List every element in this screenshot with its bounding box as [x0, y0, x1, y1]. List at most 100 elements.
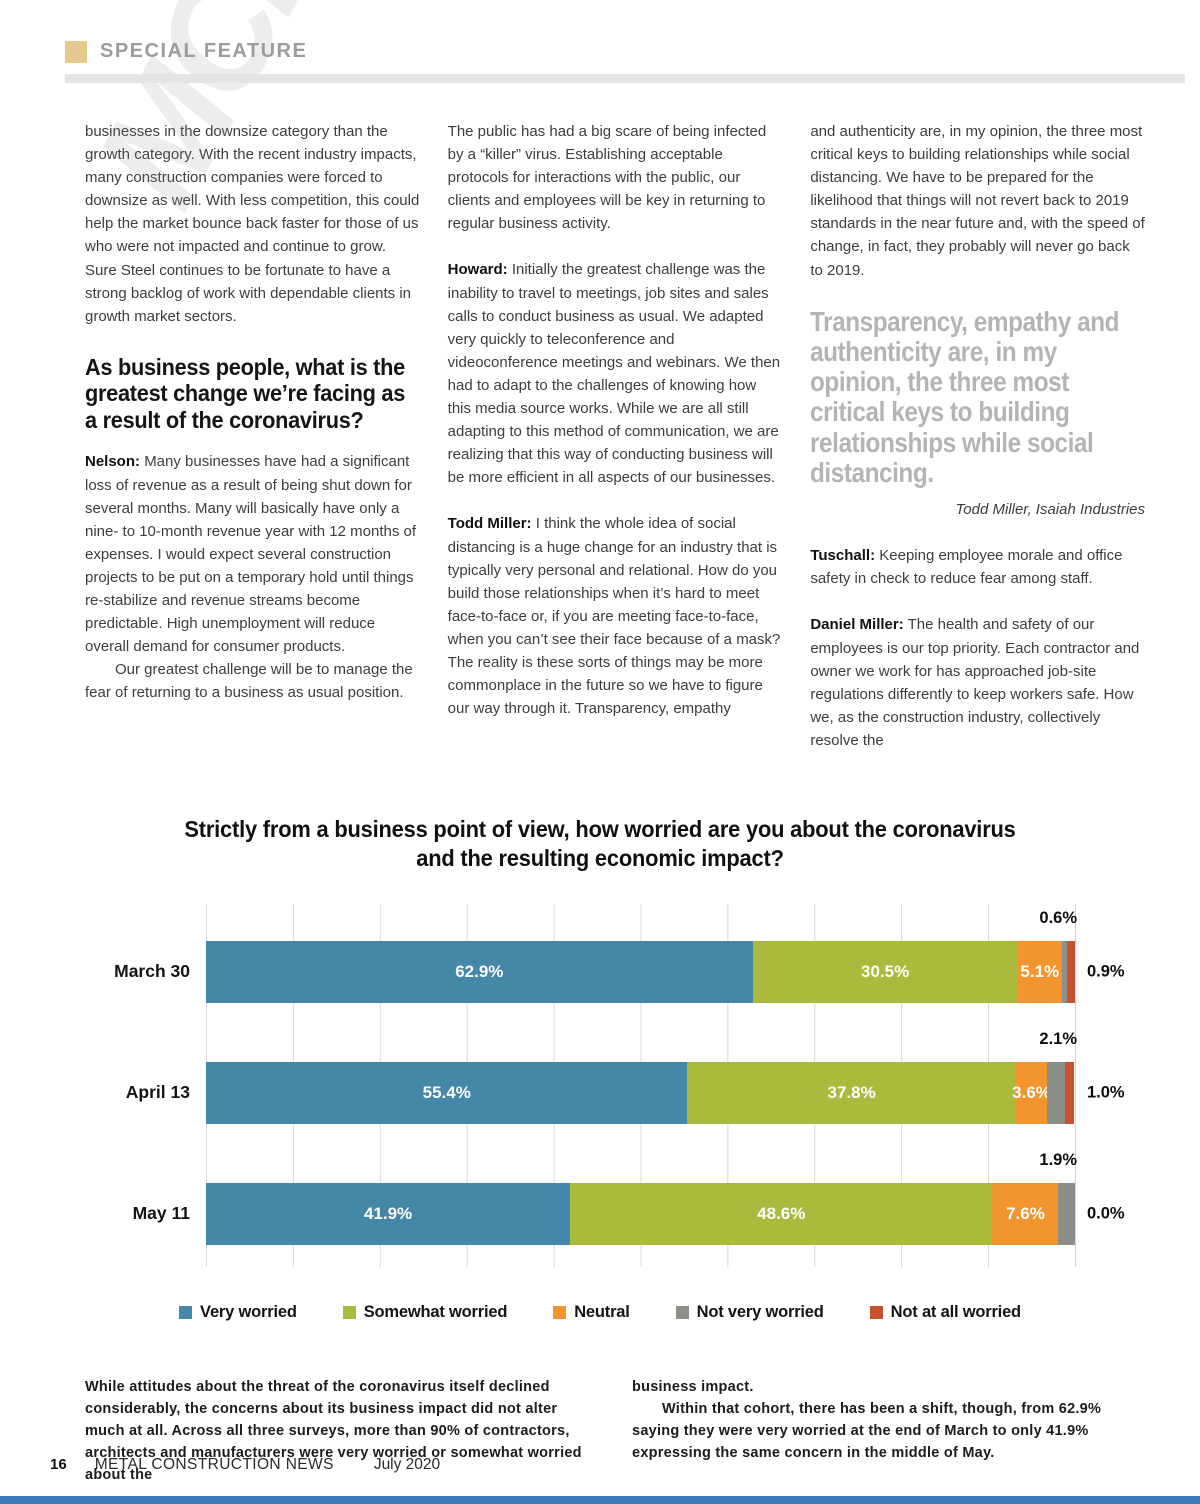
page-number: 16: [50, 1456, 67, 1473]
paragraph: Todd Miller: I think the whole idea of s…: [448, 512, 783, 720]
article-columns: businesses in the downsize category than…: [85, 120, 1145, 775]
segment-value-label-above: 2.1%: [1039, 1029, 1077, 1048]
stacked-bar: 55.4% 37.8% 3.6%: [206, 1061, 1075, 1124]
paragraph-text: Keeping employee morale and office safet…: [810, 547, 1123, 588]
segment-value-label: 41.9%: [363, 1203, 413, 1223]
article-column-3: and authenticity are, in my opinion, the…: [810, 120, 1145, 775]
paragraph: Tuschall: Keeping employee morale and of…: [810, 544, 1145, 590]
legend-label: Not at all worried: [890, 1302, 1021, 1321]
bar-segment: 55.4%: [206, 1061, 688, 1124]
section-marker-icon: [65, 40, 87, 63]
publication-name: METAL CONSTRUCTION NEWS: [94, 1456, 334, 1473]
speaker-name: Tuschall:: [810, 547, 876, 565]
stacked-bar: 41.9% 48.6% 7.6%: [206, 1182, 1075, 1245]
chart-title: Strictly from a business point of view, …: [184, 816, 1016, 872]
legend-label: Very worried: [200, 1302, 297, 1321]
paragraph: Daniel Miller: The health and safety of …: [810, 613, 1145, 752]
legend-item: Neutral: [553, 1302, 630, 1322]
caption-text: Within that cohort, there has been a shi…: [632, 1400, 1102, 1461]
segment-value-label: 48.6%: [757, 1203, 806, 1223]
bar-segment: 3.6%: [1012, 1061, 1051, 1124]
side-label-cell: 0.9%: [1076, 904, 1150, 1025]
segment-value-label-side: 1.0%: [1087, 1083, 1125, 1102]
segment-value-label-above: 1.9%: [1039, 1150, 1077, 1169]
category-label: May 11: [132, 1202, 190, 1223]
caption-text: While attitudes about the threat of the …: [85, 1378, 582, 1483]
category-label: March 30: [114, 960, 190, 981]
paragraph-text: I think the whole idea of social distanc…: [447, 515, 781, 718]
legend-item: Somewhat worried: [342, 1302, 508, 1322]
paragraph-text: The health and safety of our employees i…: [810, 616, 1140, 749]
side-label-cell: 1.0%: [1076, 1025, 1150, 1146]
section-label: SPECIAL FEATURE: [100, 40, 308, 62]
legend-swatch-icon: [675, 1305, 689, 1319]
speaker-name: Nelson:: [85, 453, 141, 471]
segment-value-label: 62.9%: [455, 961, 504, 981]
paragraph-text: Initially the greatest challenge was the…: [447, 261, 781, 487]
legend-item: Not very worried: [675, 1302, 824, 1322]
paragraph: businesses in the downsize category than…: [85, 123, 420, 325]
segment-value-label: 7.6%: [1006, 1203, 1045, 1223]
legend-swatch-icon: [553, 1305, 567, 1319]
bar-segment: 62.9%: [206, 940, 753, 1003]
chart-legend: Very worried Somewhat worried Neutral Not v…: [0, 1303, 1200, 1322]
segment-value-label: 55.4%: [422, 1082, 471, 1102]
page-header: SPECIAL FEATURE: [65, 40, 1185, 83]
paragraph: Howard: Initially the greatest challenge…: [448, 258, 783, 489]
paragraph: The public has had a big scare of being …: [447, 123, 767, 233]
segment-value-label: 30.5%: [861, 961, 910, 981]
caption-text: business impact.: [632, 1378, 754, 1395]
issue-date: July 2020: [373, 1456, 441, 1473]
bar-segment: [1067, 940, 1075, 1003]
speaker-name: Howard:: [447, 261, 508, 279]
paragraph: Our greatest challenge will be to manage…: [85, 661, 413, 702]
paragraph-text: Many businesses have had a significant l…: [85, 453, 417, 656]
side-label-cell: 0.0%: [1076, 1146, 1150, 1267]
bar-segment: 7.6%: [992, 1182, 1059, 1245]
bar-segment: [1058, 1182, 1075, 1245]
segment-value-label-side: 0.0%: [1087, 1204, 1125, 1223]
bar-segment: 30.5%: [752, 940, 1018, 1003]
header-rule: [65, 74, 1185, 83]
bar-track: 2.1% 55.4% 37.8% 3.6%: [206, 1024, 1077, 1146]
chart-plot-area: March 30 0.6% 62.9% 30.5% 5.1% 0.9% April 13 2.…: [88, 903, 1150, 1267]
bar-track: 1.9% 41.9% 48.6% 7.6%: [206, 1145, 1077, 1267]
speaker-name: Daniel Miller:: [810, 616, 904, 634]
legend-item: Very worried: [179, 1303, 297, 1322]
legend-item: Not at all worried: [869, 1302, 1021, 1322]
segment-value-label-side: 0.9%: [1087, 962, 1125, 981]
pull-quote: Transparency, empathy and authenticity a…: [810, 305, 1120, 488]
bar-segment: 37.8%: [687, 1061, 1016, 1124]
segment-value-label: 37.8%: [827, 1082, 876, 1102]
article-column-2: The public has had a big scare of being …: [448, 120, 783, 775]
paragraph: and authenticity are, in my opinion, the…: [810, 123, 1145, 279]
stacked-bar: 62.9% 30.5% 5.1%: [206, 940, 1075, 1003]
bar-segment: 41.9%: [206, 1182, 571, 1245]
bar-segment: 48.6%: [570, 1182, 993, 1245]
segment-value-label: 3.6%: [1012, 1082, 1051, 1102]
bottom-accent-bar: [0, 1496, 1200, 1504]
bar-segment: [1047, 1061, 1066, 1124]
legend-label: Somewhat worried: [363, 1302, 508, 1321]
caption-column-2: business impact. Within that cohort, the…: [632, 1376, 1145, 1486]
speaker-name: Todd Miller:: [447, 515, 532, 533]
header-row: SPECIAL FEATURE: [65, 40, 1185, 63]
caption-column-1: While attitudes about the threat of the …: [85, 1376, 598, 1486]
bar-segment: [1065, 1061, 1075, 1124]
survey-chart: Strictly from a business point of view, …: [0, 815, 1200, 1322]
legend-label: Not very worried: [696, 1302, 824, 1321]
category-label: April 13: [125, 1081, 190, 1102]
legend-swatch-icon: [342, 1305, 356, 1319]
pull-quote-attribution: Todd Miller, Isaiah Industries: [955, 501, 1146, 519]
segment-value-label: 5.1%: [1020, 961, 1060, 981]
legend-label: Neutral: [574, 1302, 630, 1321]
legend-swatch-icon: [179, 1305, 193, 1319]
segment-value-label-above: 0.6%: [1039, 908, 1077, 927]
paragraph: Nelson: Many businesses have had a signi…: [85, 450, 420, 658]
question-heading: As business people, what is the greatest…: [85, 353, 406, 433]
chart-caption: While attitudes about the threat of the …: [85, 1376, 1145, 1486]
bar-track: 0.6% 62.9% 30.5% 5.1%: [206, 903, 1077, 1025]
bar-segment: 5.1%: [1017, 940, 1062, 1003]
bar-segment: [1061, 940, 1068, 1003]
